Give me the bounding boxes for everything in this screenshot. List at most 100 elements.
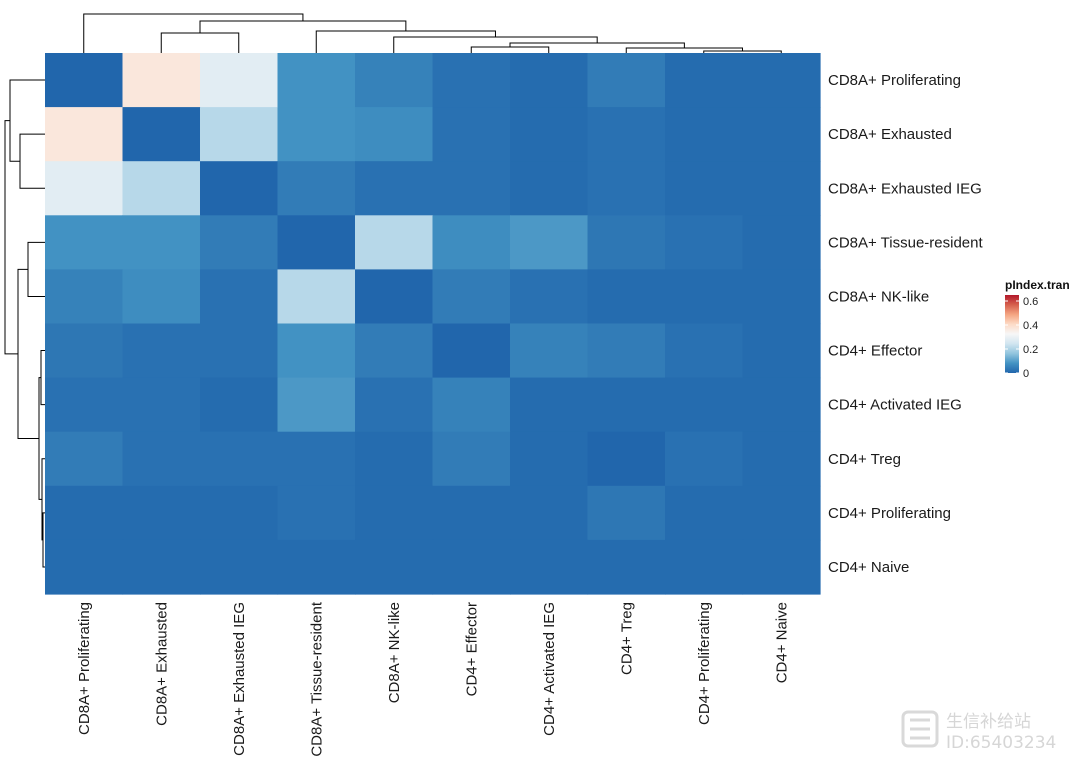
heatmap-cell (355, 269, 434, 325)
heatmap-cell (200, 431, 279, 487)
heatmap-cell (45, 539, 124, 595)
heatmap-cell (742, 269, 821, 325)
heatmap-cell (122, 539, 201, 595)
heatmap-cell (510, 431, 589, 487)
heatmap-cell (510, 539, 589, 595)
column-label: CD8A+ Proliferating (76, 602, 93, 735)
heatmap-cell (510, 323, 589, 379)
heatmap-cell (665, 53, 744, 108)
dendrogram-link (19, 133, 45, 189)
row-label: CD4+ Proliferating (828, 505, 951, 522)
row-label: CD8A+ Exhausted (828, 126, 952, 143)
heatmap-cell (122, 215, 201, 270)
heatmap-cell (200, 269, 279, 325)
row-labels: CD8A+ Proliferating CD8A+ Exhausted CD8A+ … (828, 72, 983, 576)
heatmap-cell (742, 431, 821, 487)
heatmap-cell (45, 485, 124, 541)
heatmap-cell (45, 161, 124, 216)
heatmap-cell (355, 215, 434, 270)
dendrogram-link (703, 50, 782, 53)
heatmap-cell (355, 485, 434, 541)
color-legend: pIndex.tran 0 0.2 0.4 0.6 (1005, 278, 1070, 380)
heatmap-cell (122, 431, 201, 487)
row-label: CD8A+ Exhausted IEG (828, 180, 982, 197)
heatmap-cell (277, 53, 356, 108)
heatmap-cell (200, 215, 279, 270)
heatmap-cell (587, 323, 666, 379)
heatmap-cell (45, 431, 124, 487)
heatmap-cell (355, 53, 434, 108)
row-label: CD8A+ Tissue-resident (828, 234, 983, 251)
column-label: CD4+ Proliferating (696, 602, 713, 725)
row-label: CD4+ Naive (828, 559, 909, 576)
heatmap-cell (45, 107, 124, 162)
heatmap-cell (665, 107, 744, 162)
heatmap-cell (122, 53, 201, 108)
column-label: CD4+ Activated IEG (541, 602, 558, 736)
heatmap-cell (665, 215, 744, 270)
row-label: CD8A+ NK-like (828, 289, 929, 306)
heatmap-cell (45, 269, 124, 325)
heatmap-cell (277, 215, 356, 270)
heatmap-cell (432, 53, 511, 108)
heatmap-cell (200, 539, 279, 595)
heatmap-cell (587, 215, 666, 270)
heatmap-cell (587, 485, 666, 541)
dendrogram-link (160, 32, 240, 53)
heatmap-cell (665, 431, 744, 487)
heatmap-cell (122, 485, 201, 541)
watermark: 生信补给站 ID:65403234 (901, 710, 1056, 753)
row-label: CD8A+ Proliferating (828, 72, 961, 89)
row-label: CD4+ Activated IEG (828, 397, 962, 414)
heatmap-cell (277, 161, 356, 216)
heatmap-cell (742, 107, 821, 162)
heatmap-cell (432, 431, 511, 487)
column-label: CD8A+ Exhausted IEG (231, 602, 248, 756)
dendrogram-link (470, 46, 550, 53)
heatmap-cell (355, 377, 434, 433)
heatmap-cell (587, 377, 666, 433)
heatmap-cell (277, 485, 356, 541)
heatmap-cell (432, 485, 511, 541)
heatmap-cell (665, 377, 744, 433)
heatmap-cell (122, 161, 201, 216)
heatmap-cell (587, 539, 666, 595)
dendrogram-link (9, 79, 45, 162)
dendrogram-link (315, 30, 496, 53)
heatmap-cell (277, 107, 356, 162)
row-label: CD4+ Effector (828, 343, 922, 360)
heatmap-cell (510, 215, 589, 270)
heatmap-cell (742, 53, 821, 108)
column-label: CD8A+ Exhausted (153, 602, 170, 726)
heatmap-cell (510, 53, 589, 108)
heatmap-cell (742, 485, 821, 541)
watermark-name: 生信补给站 (946, 712, 1031, 732)
legend-tick-label: 0.6 (1023, 296, 1038, 308)
column-label: CD4+ Naive (773, 602, 790, 683)
heatmap-cell (587, 269, 666, 325)
heatmap-cell (45, 377, 124, 433)
column-label: CD8A+ Tissue-resident (308, 601, 325, 756)
heatmap-cell (122, 269, 201, 325)
heatmap-cell (665, 539, 744, 595)
heatmap-cell (665, 269, 744, 325)
heatmap-cell (277, 377, 356, 433)
heatmap-cell (200, 485, 279, 541)
heatmap-cell (200, 53, 279, 108)
heatmap-cell (432, 323, 511, 379)
heatmap-cell (742, 161, 821, 216)
heatmap-cell (200, 323, 279, 379)
heatmap-cell (587, 161, 666, 216)
heatmap-cell (355, 161, 434, 216)
heatmap-cell (742, 215, 821, 270)
heatmap-cell (45, 53, 124, 108)
dendrogram-link (83, 13, 304, 53)
watermark-logo-icon (901, 710, 939, 748)
heatmap-cells (45, 53, 821, 595)
heatmap-cell (200, 377, 279, 433)
heatmap-cell (122, 323, 201, 379)
legend-colorbar (1005, 295, 1019, 373)
heatmap-cell (665, 323, 744, 379)
heatmap-cell (742, 539, 821, 595)
